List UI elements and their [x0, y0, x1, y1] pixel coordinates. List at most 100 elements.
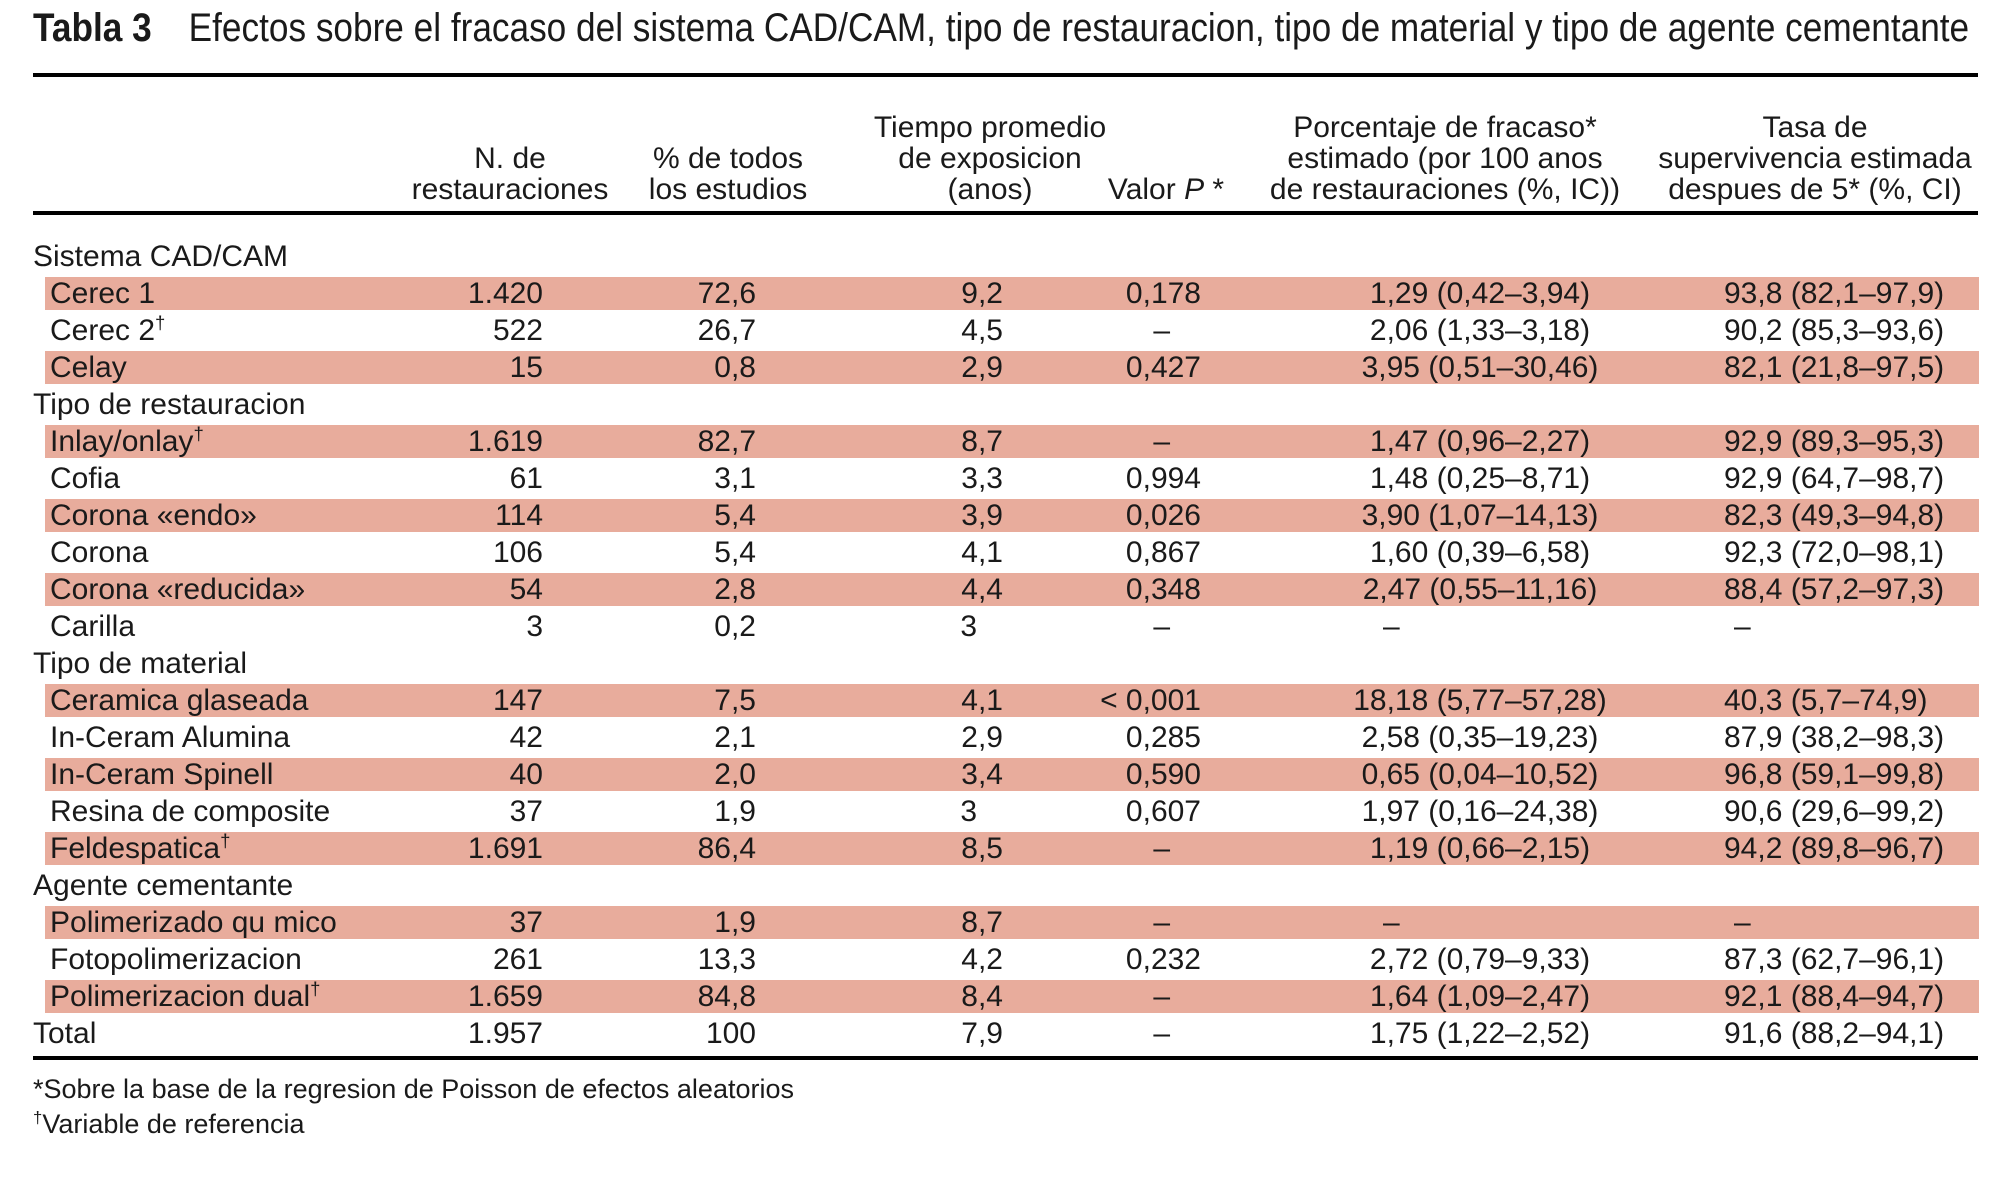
- column-header-tasa: Tasa de supervivencia estimada despues de …: [1658, 112, 1972, 205]
- cell-tiempo: 4,1: [961, 683, 1003, 717]
- bottom-rule: [33, 1056, 1978, 1060]
- table-number: Tabla 3: [33, 6, 152, 50]
- cell-p: 0,867: [1125, 535, 1201, 569]
- row-label: Fotopolimerizacion: [50, 942, 302, 976]
- top-rule: [33, 73, 1978, 77]
- cell-pct: 5,4: [714, 498, 756, 532]
- cell-tasa: 88,4 (57,2–97,3): [1724, 572, 1945, 606]
- cell-pct: 0,2: [714, 609, 756, 643]
- cell-tasa: 40,3 (5,7–74,9): [1724, 683, 1928, 717]
- cell-n: 37: [509, 905, 543, 939]
- cell-tasa: 92,9 (89,3–95,3): [1724, 424, 1945, 458]
- cell-p: 0,607: [1125, 794, 1201, 828]
- cell-pct: 86,4: [697, 831, 756, 865]
- column-header-fracaso: Porcentaje de fracaso* estimado (por 100 …: [1270, 112, 1620, 205]
- cell-fracaso: 18,18 (5,77–57,28): [1353, 683, 1607, 717]
- cell-n: 1.420: [467, 276, 543, 310]
- table-row: Celay 15 0,8 2,9 0,427 3,95 (0,51–30,46) 82,1 …: [45, 349, 1979, 386]
- cell-fracaso: 0,65 (0,04–10,52): [1361, 757, 1599, 791]
- cell-n: 261: [492, 942, 543, 976]
- cell-tiempo: 3,9: [961, 498, 1003, 532]
- cell-pct: 2,8: [714, 572, 756, 606]
- group-row: Sistema CAD/CAM: [33, 238, 1979, 275]
- cell-tasa: –: [1734, 905, 1751, 939]
- table-row: Cerec 1 1.420 72,6 9,2 0,178 1,29 (0,42–3,94)…: [45, 275, 1979, 312]
- dagger-mark: †: [155, 311, 166, 333]
- cell-p: –: [1153, 831, 1170, 865]
- table-row: Polimerizado qu mico 37 1,9 8,7 – – –: [45, 904, 1979, 941]
- cell-p: 0,590: [1125, 757, 1201, 791]
- cell-fracaso: 2,06 (1,33–3,18): [1369, 313, 1591, 347]
- cell-tasa: 87,9 (38,2–98,3): [1724, 720, 1945, 754]
- cell-fracaso: 3,95 (0,51–30,46): [1361, 350, 1599, 384]
- cell-pct: 1,9: [714, 794, 756, 828]
- table-row: Resina de composite 37 1,9 3 0,607 1,97 (0,16…: [45, 793, 1979, 830]
- cell-p: 0,427: [1125, 350, 1201, 384]
- cell-tiempo: 4,5: [961, 313, 1003, 347]
- table-row: Feldespatica† 1.691 86,4 8,5 – 1,19 (0,66–2,1…: [45, 830, 1979, 867]
- cell-pct: 3,1: [714, 461, 756, 495]
- table-row: Corona «reducida» 54 2,8 4,4 0,348 2,47 (0,55…: [45, 571, 1979, 608]
- header-line: Porcentaje de fracaso*: [1293, 111, 1597, 144]
- row-label: In-Ceram Spinell: [50, 757, 274, 791]
- cell-n: 1.659: [467, 979, 543, 1013]
- cell-pct: 13,3: [697, 942, 756, 976]
- header-rule: [33, 211, 1978, 215]
- cell-tiempo: 2,9: [961, 350, 1003, 384]
- table-caption: Efectos sobre el fracaso del sistema CAD…: [188, 6, 1970, 50]
- header-line: Tasa de: [1762, 111, 1868, 144]
- table-row: Fotopolimerizacion 261 13,3 4,2 0,232 2,72 (0…: [45, 941, 1979, 978]
- cell-tasa: 87,3 (62,7–96,1): [1724, 942, 1945, 976]
- row-label: Polimerizado qu mico: [50, 905, 337, 939]
- cell-p: –: [1153, 905, 1170, 939]
- cell-n: 106: [492, 535, 543, 569]
- cell-pct: 0,8: [714, 350, 756, 384]
- header-line: restauraciones: [411, 173, 609, 206]
- dagger-mark: †: [33, 1108, 43, 1127]
- cell-p: 0,178: [1125, 276, 1201, 310]
- table-row: Polimerizacion dual† 1.659 84,8 8,4 – 1,64 (1…: [45, 978, 1979, 1015]
- row-label: Carilla: [50, 609, 136, 643]
- cell-fracaso: 1,60 (0,39–6,58): [1369, 535, 1591, 569]
- table-row: Inlay/onlay† 1.619 82,7 8,7 – 1,47 (0,96–2,27…: [45, 423, 1979, 460]
- cell-pct: 5,4: [714, 535, 756, 569]
- cell-tiempo: 3: [960, 609, 977, 643]
- cell-pct: 72,6: [697, 276, 756, 310]
- cell-tiempo: 2,9: [961, 720, 1003, 754]
- cell-tasa: 92,1 (88,4–94,7): [1724, 979, 1945, 1013]
- group-row: Agente cementante: [33, 867, 1979, 904]
- cell-pct: 7,5: [714, 683, 756, 717]
- cell-n: 1.691: [467, 831, 543, 865]
- cell-tiempo: 4,4: [961, 572, 1003, 606]
- cell-pct: 82,7: [697, 424, 756, 458]
- cell-fracaso: 1,29 (0,42–3,94): [1369, 276, 1591, 310]
- group-row: Tipo de material: [33, 645, 1979, 682]
- row-label: Cerec 2†: [50, 311, 166, 347]
- cell-pct: 26,7: [697, 313, 756, 347]
- cell-tasa: 90,6 (29,6–99,2): [1724, 794, 1945, 828]
- cell-tiempo: 8,7: [961, 905, 1003, 939]
- cell-fracaso: –: [1383, 609, 1400, 643]
- cell-pct: 1,9: [714, 905, 756, 939]
- cell-tiempo: 3,3: [961, 461, 1003, 495]
- cell-tiempo: 3: [960, 794, 977, 828]
- cell-tasa: 92,3 (72,0–98,1): [1724, 535, 1945, 569]
- header-text: *: [1204, 173, 1225, 206]
- header-line: de exposicion: [898, 142, 1082, 175]
- cell-p: 0,232: [1125, 942, 1201, 976]
- row-label: Corona «reducida»: [50, 572, 306, 606]
- row-label: Sistema CAD/CAM: [33, 239, 289, 273]
- cell-tiempo: 4,1: [961, 535, 1003, 569]
- header-row: N. de restauraciones % de todos los estudio…: [33, 77, 1978, 211]
- cell-tasa: 93,8 (82,1–97,9): [1724, 276, 1945, 310]
- row-label: Tipo de material: [33, 646, 247, 680]
- cell-tasa: 96,8 (59,1–99,8): [1724, 757, 1945, 791]
- cell-pct: 2,1: [714, 720, 756, 754]
- cell-tasa: 82,3 (49,3–94,8): [1724, 498, 1945, 532]
- dagger-mark: †: [193, 422, 204, 444]
- header-line: de restauraciones (%, IC)): [1269, 173, 1621, 206]
- cell-tasa: 92,9 (64,7–98,7): [1724, 461, 1945, 495]
- row-label: Resina de composite: [50, 794, 331, 828]
- group-row: Tipo de restauracion: [33, 386, 1979, 423]
- cell-p: –: [1153, 424, 1170, 458]
